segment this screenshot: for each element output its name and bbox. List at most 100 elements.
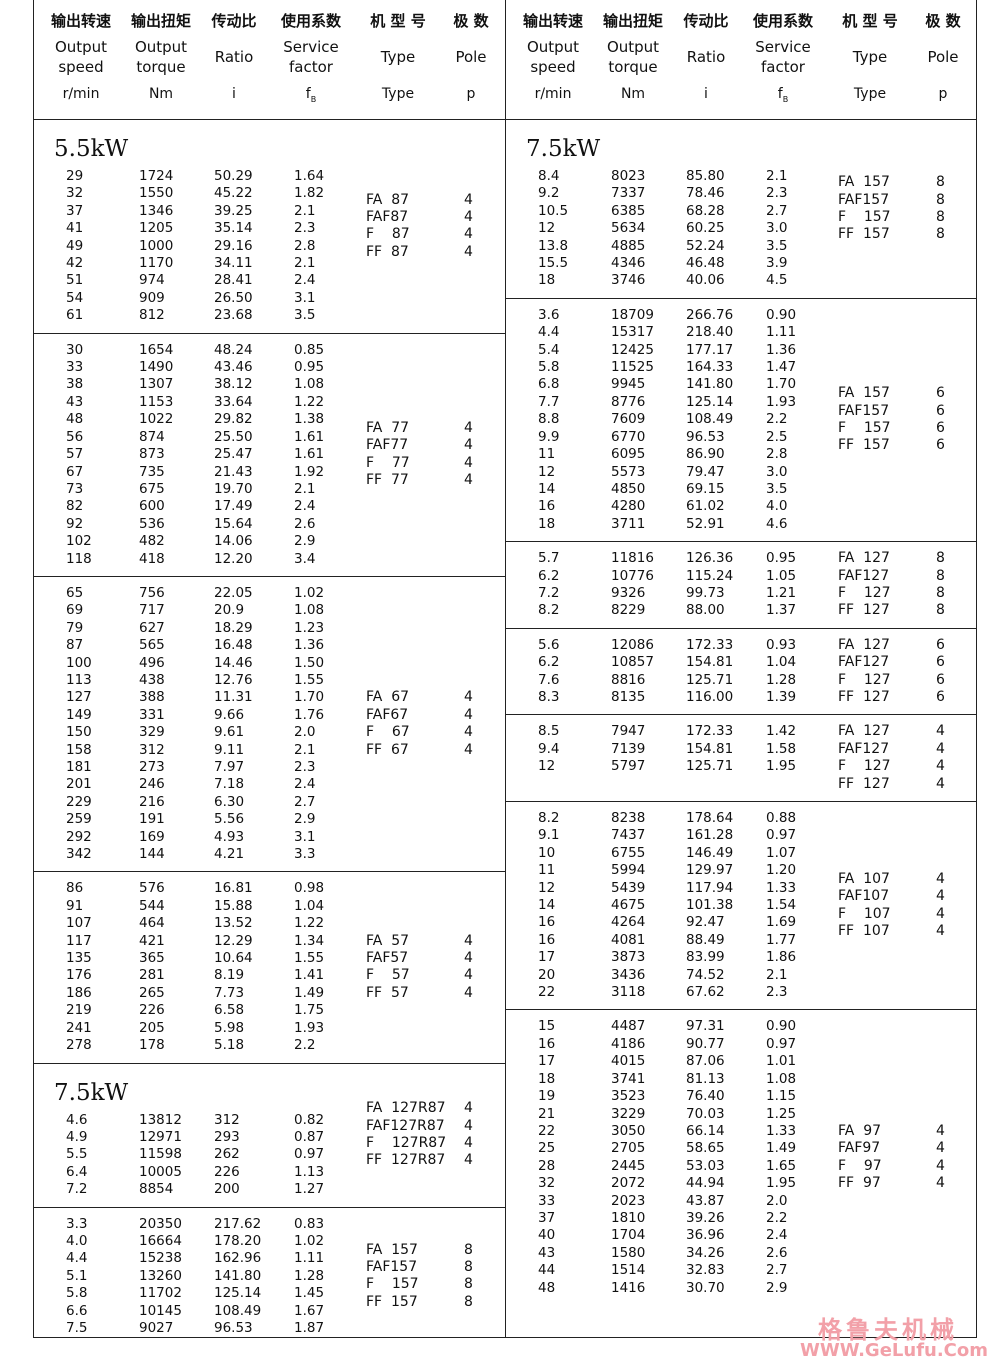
rows: 30 1654 48.24 0.85 33 1490 43.46 0.95 38 1307 38.1… xyxy=(34,342,366,568)
spacer xyxy=(506,862,538,879)
cell: 25.50 xyxy=(214,428,253,445)
row: 91 544 15.88 1.04 xyxy=(34,898,366,915)
cell: 1.27 xyxy=(294,1181,325,1198)
cell: 48 xyxy=(66,411,84,428)
pole: 4 xyxy=(464,191,473,208)
cell: 68.28 xyxy=(686,202,725,219)
cell: 3.1 xyxy=(294,828,316,845)
row: 48 1022 29.82 1.38 xyxy=(34,411,366,428)
row: 86 576 16.81 0.98 xyxy=(34,880,366,897)
cell: 20350 xyxy=(139,1215,182,1232)
table: 输出转速 输出扭矩 传动比 使用系数机 型 号极 数 Output speed Outpu… xyxy=(33,0,977,1338)
cell: 117 xyxy=(66,932,92,949)
header-cell: Ratio xyxy=(686,48,726,66)
spacer xyxy=(506,1071,538,1088)
cell: 2.1 xyxy=(294,202,316,219)
cell: 0.82 xyxy=(294,1111,325,1128)
row: 14 4675 101.38 1.54 xyxy=(506,897,838,914)
cell: 0.98 xyxy=(294,880,325,897)
cell: 13.8 xyxy=(538,237,569,254)
cell: 125.14 xyxy=(686,393,734,410)
spacer xyxy=(506,1280,538,1297)
cell: 1.07 xyxy=(766,844,797,861)
spacer xyxy=(34,585,66,602)
cell: 18 xyxy=(538,515,556,532)
cell: 1.20 xyxy=(766,862,797,879)
cell: 2072 xyxy=(611,1175,646,1192)
cell: 32.83 xyxy=(686,1262,725,1279)
cell: 1.47 xyxy=(766,359,797,376)
cell: 1.77 xyxy=(766,931,797,948)
cell: 756 xyxy=(139,584,165,601)
cell: 9.4 xyxy=(538,740,560,757)
spacer xyxy=(506,220,538,237)
cell: 65 xyxy=(66,584,84,601)
type: FF 127 xyxy=(838,688,890,705)
cell: 91 xyxy=(66,897,84,914)
pole: 4 xyxy=(936,1140,945,1157)
cell: 100 xyxy=(66,654,92,671)
cell: 205 xyxy=(139,1019,165,1036)
row: 42 1170 34.11 2.1 xyxy=(34,255,366,272)
cell: 87.06 xyxy=(686,1053,725,1070)
cell: 2.2 xyxy=(766,411,788,428)
cell: 8854 xyxy=(139,1181,174,1198)
header-cell: 使用系数 xyxy=(280,12,341,30)
cell: 3523 xyxy=(611,1088,646,1105)
cell: 19 xyxy=(538,1088,556,1105)
cell: 16 xyxy=(538,931,556,948)
block: 8.2 8238 178.64 0.88 9.1 7437 161.28 0.97 10 6755… xyxy=(506,801,976,1009)
cell: 99.73 xyxy=(686,584,725,601)
cell: 7.6 xyxy=(538,671,560,688)
spacer xyxy=(506,602,538,619)
cell: 1.28 xyxy=(766,671,797,688)
cell: 3118 xyxy=(611,984,646,1001)
row: 6.2 10776 115.24 1.05 xyxy=(506,568,838,585)
cell: 49 xyxy=(66,237,84,254)
type: F 97 xyxy=(838,1157,882,1174)
cell: 4487 xyxy=(611,1018,646,1035)
spacer xyxy=(34,672,66,689)
row: 37 1346 39.25 2.1 xyxy=(34,203,366,220)
cell: 50.29 xyxy=(214,168,253,184)
unit: Type xyxy=(820,86,920,104)
spacer xyxy=(34,829,66,846)
cell: 164.33 xyxy=(686,359,734,376)
unit-text: p xyxy=(466,86,476,102)
cell: 135 xyxy=(66,950,92,967)
cell: 82 xyxy=(66,498,84,515)
spacer xyxy=(506,429,538,446)
cell: 2.0 xyxy=(766,1192,788,1209)
cell: 293 xyxy=(214,1128,240,1145)
cell: 4.0 xyxy=(66,1232,88,1249)
spacer xyxy=(506,1245,538,1262)
row: 6.4 10005 226 1.13 xyxy=(34,1164,366,1181)
cell: 4.6 xyxy=(766,515,788,532)
cell: 115.24 xyxy=(686,567,734,584)
type: F 127 xyxy=(838,584,891,601)
row: 18 3746 40.06 4.5 xyxy=(506,272,838,289)
row: 4.6 13812 312 0.82 xyxy=(34,1112,366,1129)
types: FA 67 FAF67 F 67 FF 67 xyxy=(366,585,464,864)
spacer xyxy=(506,1210,538,1227)
cell: 4675 xyxy=(611,897,646,914)
cell: 0.83 xyxy=(294,1215,325,1232)
spacer xyxy=(506,516,538,533)
cell: 172.33 xyxy=(686,723,734,740)
cell: 16664 xyxy=(139,1232,182,1249)
cell: 1.70 xyxy=(766,376,797,393)
cell: 3741 xyxy=(611,1070,646,1087)
pole: 4 xyxy=(936,1157,945,1174)
cell: 9027 xyxy=(139,1319,174,1336)
row: 43 1153 33.64 1.22 xyxy=(34,394,366,411)
cell: 23.68 xyxy=(214,307,253,324)
cell: 15 xyxy=(538,1018,556,1035)
unit-text: r/min xyxy=(534,86,572,102)
unit: r/min xyxy=(506,86,600,104)
header-cell: Output torque xyxy=(606,38,660,76)
cell: 3229 xyxy=(611,1105,646,1122)
cell: 88.49 xyxy=(686,931,725,948)
cell: 0.95 xyxy=(294,359,325,376)
